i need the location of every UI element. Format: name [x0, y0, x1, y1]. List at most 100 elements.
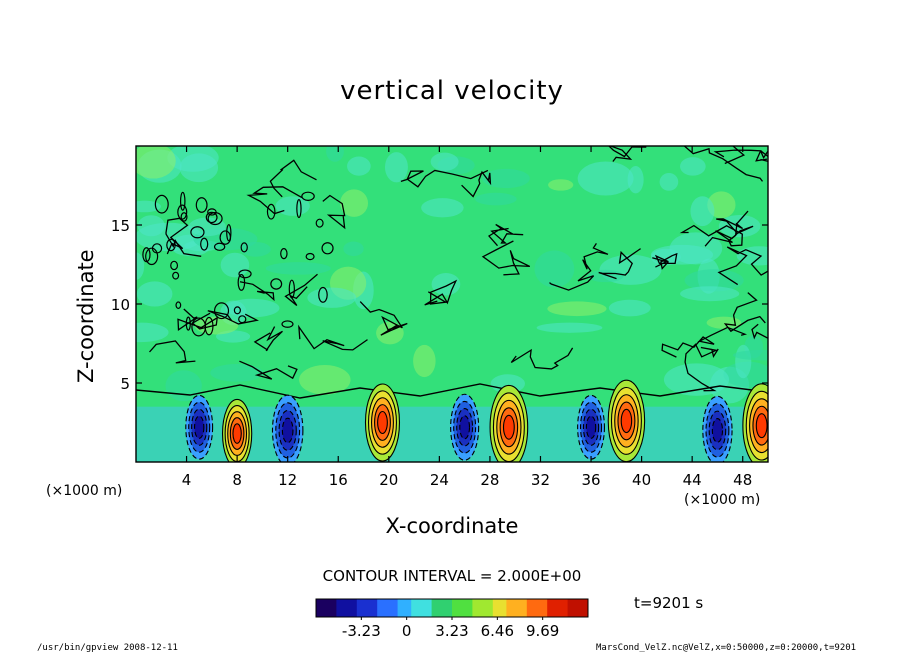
footer-left: /usr/bin/gpview 2008-12-11 — [37, 643, 178, 653]
cell-ring — [711, 417, 724, 443]
colorbar-segment — [547, 599, 555, 617]
field-patch — [136, 281, 173, 307]
contour-line — [481, 240, 531, 276]
contour-loop — [207, 211, 223, 226]
contour-loop — [288, 279, 295, 299]
cell-ring — [502, 414, 515, 440]
field-patch — [431, 273, 461, 296]
colorbar-tick-label: 0 — [402, 622, 412, 640]
field-patch — [136, 200, 161, 213]
contour-loop — [205, 211, 218, 224]
contour-line — [298, 324, 368, 351]
contour-line — [759, 149, 768, 162]
field-patch — [413, 344, 436, 378]
field-patch — [690, 196, 715, 227]
colorbar-segment — [343, 599, 351, 617]
contour-line — [284, 273, 318, 307]
contour-loop — [179, 191, 186, 211]
field-patch — [534, 250, 575, 288]
contour-loop — [190, 226, 205, 239]
colorbar-segment — [336, 599, 344, 617]
contour-line — [165, 217, 202, 257]
colorbar-segment — [479, 599, 487, 617]
colorbar-segment — [350, 599, 358, 617]
contour-line — [652, 252, 678, 270]
updraft-cell — [364, 383, 401, 462]
contour-loop — [180, 212, 188, 222]
field-patch — [627, 165, 644, 194]
downdraft-cell — [577, 394, 605, 460]
field-patch — [547, 301, 607, 317]
contour-line — [717, 246, 768, 286]
contour-loop — [207, 208, 217, 216]
field-patch — [224, 298, 280, 318]
colorbar-segment — [513, 599, 521, 617]
contour-line — [598, 248, 641, 280]
field-patch — [536, 322, 603, 333]
field-patch — [659, 172, 679, 191]
colorbar-segment — [520, 599, 528, 617]
colorbar-segment — [554, 599, 562, 617]
cell-ring — [193, 415, 205, 439]
field-patch — [347, 156, 371, 176]
field-patch — [265, 262, 331, 275]
colorbar-segment — [384, 599, 392, 617]
contour-line — [239, 281, 275, 302]
colorbar-segment — [458, 599, 467, 617]
colorbar-segment — [322, 599, 331, 617]
x-axis-ticks: 4 8 12 16 20 24 28 32 36 40 44 48 — [182, 146, 752, 489]
colorbar-segment — [404, 599, 412, 617]
x-tick-label: 44 — [683, 471, 702, 489]
field-patch — [430, 152, 459, 171]
contour-loop — [226, 224, 232, 242]
x-tick-label: 40 — [632, 471, 651, 489]
contour-loop — [321, 242, 334, 255]
colorbar-segment — [452, 599, 460, 617]
updraft-cell — [221, 398, 253, 462]
y-tick-label: 10 — [111, 296, 130, 314]
field-patch — [482, 168, 530, 189]
cell-ring — [377, 410, 388, 435]
x-tick-label: 8 — [232, 471, 242, 489]
field-patch — [650, 244, 714, 265]
colorbar-segment — [533, 599, 541, 617]
colorbar-segment — [581, 599, 589, 617]
contour-loop — [318, 286, 328, 303]
downdraft-cell — [450, 393, 480, 461]
contour-loop — [145, 247, 159, 266]
x-tick-label: 12 — [278, 471, 297, 489]
contour-loop — [305, 252, 315, 261]
colorbar-segment — [397, 599, 405, 617]
contour-loop — [154, 194, 169, 214]
y-axis-ticks: 5 10 15 — [111, 217, 768, 393]
field-patch — [210, 363, 264, 382]
field-patch — [735, 344, 752, 379]
contour-line — [253, 326, 283, 352]
colorbar-segment — [465, 599, 473, 617]
field-patch — [684, 269, 744, 292]
x-unit-right: (×1000 m) — [684, 492, 761, 508]
colorbar-segment — [540, 599, 548, 617]
field-patch — [136, 146, 176, 179]
contour-loop — [204, 316, 214, 336]
y-axis-label: Z-coordinate — [74, 249, 98, 383]
x-axis-label: X-coordinate — [385, 514, 519, 538]
colorbar-segment — [424, 599, 433, 617]
downdraft-cell — [702, 395, 733, 462]
colorbar-tick-label: 6.46 — [481, 622, 514, 640]
colorbar-segment — [356, 599, 365, 617]
colorbar-segment — [390, 599, 399, 617]
x-tick-label: 24 — [430, 471, 449, 489]
field-patch — [732, 349, 768, 361]
colorbar-segment — [492, 599, 501, 617]
contour-loop — [213, 242, 226, 251]
colorbar-segment — [526, 599, 535, 617]
y-tick-label: 15 — [111, 217, 130, 235]
contour-loop — [280, 248, 288, 260]
contour-loop — [200, 237, 209, 251]
contour-interval: CONTOUR INTERVAL = 2.000E+00 — [322, 567, 582, 585]
contour-loop — [266, 203, 276, 220]
contour-loop — [142, 247, 151, 263]
contour-lines — [136, 146, 768, 399]
